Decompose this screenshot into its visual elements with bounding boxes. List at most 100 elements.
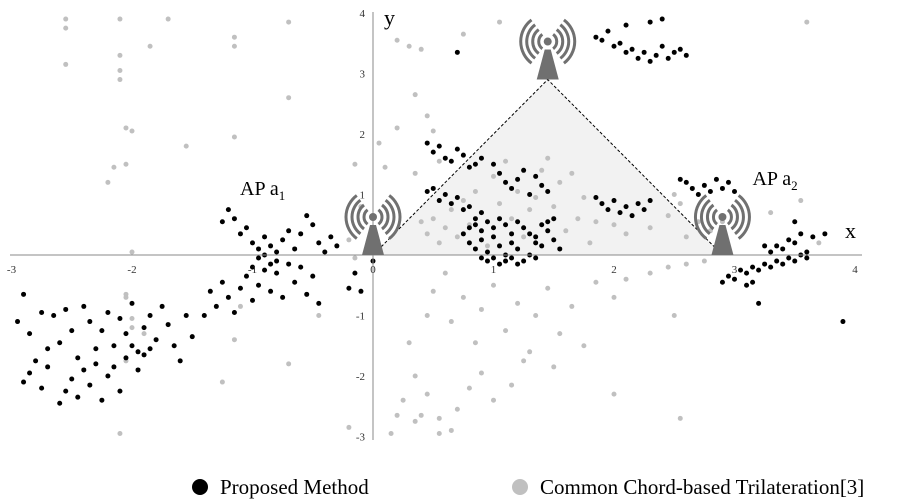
proposed-point-129 <box>515 246 521 252</box>
proposed-point-234 <box>744 282 750 288</box>
common-point-82 <box>647 225 653 231</box>
proposed-point-177 <box>635 201 641 207</box>
proposed-point-121 <box>466 240 472 246</box>
proposed-point-239 <box>840 319 846 325</box>
proposed-point-63 <box>280 294 286 300</box>
y-tick--2: -2 <box>356 371 365 383</box>
common-point-113 <box>436 415 442 421</box>
legend: Proposed Method Common Chord-based Trila… <box>192 475 864 499</box>
proposed-point-156 <box>545 219 551 225</box>
proposed-point-57 <box>243 273 249 279</box>
common-point-76 <box>575 216 581 222</box>
common-point-111 <box>412 373 418 379</box>
proposed-point-221 <box>786 255 792 261</box>
proposed-point-125 <box>491 234 496 240</box>
proposed-point-163 <box>509 185 515 191</box>
proposed-point-24 <box>159 303 165 309</box>
proposed-point-171 <box>599 201 605 207</box>
proposed-point-85 <box>310 222 316 228</box>
proposed-point-54 <box>225 294 231 300</box>
y-axis-label: y <box>384 5 395 30</box>
common-point-12 <box>286 19 292 25</box>
common-point-39 <box>382 164 388 170</box>
proposed-point-111 <box>430 185 436 191</box>
proposed-point-88 <box>328 234 334 240</box>
common-point-102 <box>527 349 533 355</box>
y-tick-3: 3 <box>360 69 366 81</box>
proposed-point-138 <box>515 219 521 225</box>
common-point-0 <box>63 16 69 22</box>
proposed-point-58 <box>250 297 255 303</box>
proposed-point-64 <box>286 261 292 267</box>
proposed-point-197 <box>635 55 641 61</box>
proposed-point-207 <box>647 19 653 25</box>
proposed-point-136 <box>503 222 509 228</box>
common-point-72 <box>551 204 557 210</box>
proposed-point-214 <box>744 270 750 276</box>
proposed-point-168 <box>539 182 545 188</box>
proposed-point-115 <box>454 195 460 201</box>
proposed-point-178 <box>641 207 647 213</box>
proposed-point-122 <box>472 246 478 252</box>
proposed-point-75 <box>250 240 255 246</box>
common-point-118 <box>509 382 515 388</box>
common-point-45 <box>418 46 424 52</box>
proposed-point-114 <box>448 201 454 207</box>
common-point-37 <box>352 255 358 261</box>
common-point-22 <box>123 294 129 300</box>
proposed-point-180 <box>683 179 689 185</box>
proposed-point-44 <box>117 388 123 394</box>
proposed-point-91 <box>256 255 262 261</box>
common-point-134 <box>683 261 689 267</box>
common-point-105 <box>551 364 557 370</box>
common-point-129 <box>611 391 617 397</box>
common-point-107 <box>569 303 575 309</box>
proposed-point-70 <box>219 219 225 225</box>
proposed-point-66 <box>298 264 304 270</box>
proposed-point-83 <box>298 231 304 237</box>
common-point-61 <box>484 243 490 249</box>
proposed-point-48 <box>141 352 147 358</box>
proposed-point-232 <box>768 249 774 255</box>
proposed-point-79 <box>274 249 280 255</box>
proposed-point-132 <box>478 228 484 234</box>
proposed-point-50 <box>201 313 207 318</box>
common-point-35 <box>352 161 358 167</box>
proposed-point-166 <box>527 192 533 197</box>
proposed-point-14 <box>99 328 105 334</box>
common-point-4 <box>117 52 123 58</box>
common-point-95 <box>448 319 454 325</box>
proposed-point-12 <box>87 319 93 325</box>
common-point-41 <box>394 125 400 131</box>
proposed-point-33 <box>45 364 51 370</box>
common-point-69 <box>533 195 539 201</box>
proposed-point-100 <box>424 140 430 146</box>
proposed-point-124 <box>484 249 490 255</box>
common-point-90 <box>460 31 466 37</box>
series-proposed-method <box>15 16 846 406</box>
common-point-116 <box>478 370 484 376</box>
proposed-point-23 <box>153 337 159 343</box>
common-point-74 <box>563 228 569 234</box>
proposed-point-90 <box>250 264 255 270</box>
proposed-point-73 <box>237 231 243 237</box>
proposed-point-7 <box>57 340 63 346</box>
common-point-126 <box>400 397 406 403</box>
common-point-57 <box>460 198 466 204</box>
proposed-point-201 <box>659 43 665 49</box>
proposed-point-4 <box>39 309 45 315</box>
proposed-point-203 <box>671 49 677 55</box>
common-point-65 <box>509 216 515 222</box>
proposed-point-199 <box>647 58 653 64</box>
proposed-point-206 <box>623 22 629 28</box>
proposed-point-71 <box>225 207 231 213</box>
proposed-point-45 <box>123 355 129 361</box>
proposed-point-1 <box>21 291 27 297</box>
proposed-point-200 <box>653 52 659 58</box>
proposed-point-74 <box>243 225 249 231</box>
proposed-point-0 <box>15 319 21 325</box>
proposed-point-62 <box>274 270 280 276</box>
proposed-point-144 <box>503 258 509 264</box>
proposed-point-161 <box>497 170 503 176</box>
proposed-point-131 <box>472 222 478 228</box>
